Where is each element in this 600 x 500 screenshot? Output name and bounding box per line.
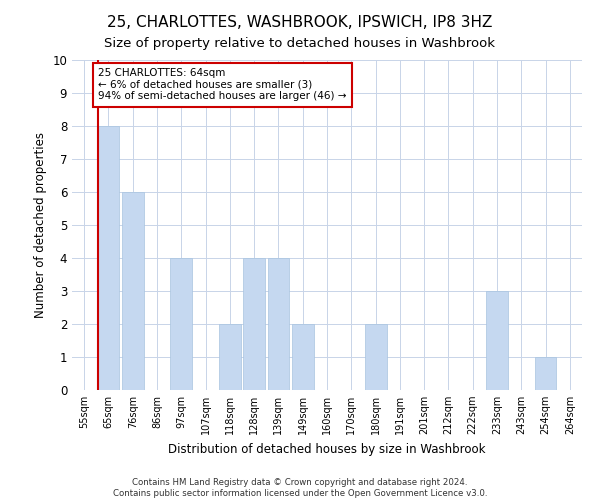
Text: 25, CHARLOTTES, WASHBROOK, IPSWICH, IP8 3HZ: 25, CHARLOTTES, WASHBROOK, IPSWICH, IP8 … (107, 15, 493, 30)
Bar (97, 126, 119, 390)
Text: Size of property relative to detached houses in Washbrook: Size of property relative to detached ho… (104, 38, 496, 51)
Y-axis label: Number of detached properties: Number of detached properties (34, 132, 47, 318)
Bar (365, 324, 386, 390)
Bar (535, 357, 556, 390)
X-axis label: Distribution of detached houses by size in Washbrook: Distribution of detached houses by size … (168, 442, 486, 456)
Bar (219, 324, 241, 390)
Bar (170, 258, 192, 390)
Bar (268, 258, 289, 390)
Text: Contains HM Land Registry data © Crown copyright and database right 2024.
Contai: Contains HM Land Registry data © Crown c… (113, 478, 487, 498)
Text: 25 CHARLOTTES: 64sqm
← 6% of detached houses are smaller (3)
94% of semi-detache: 25 CHARLOTTES: 64sqm ← 6% of detached ho… (98, 68, 347, 102)
Bar (486, 291, 508, 390)
Bar (243, 258, 265, 390)
Bar (122, 192, 143, 390)
Bar (292, 324, 314, 390)
